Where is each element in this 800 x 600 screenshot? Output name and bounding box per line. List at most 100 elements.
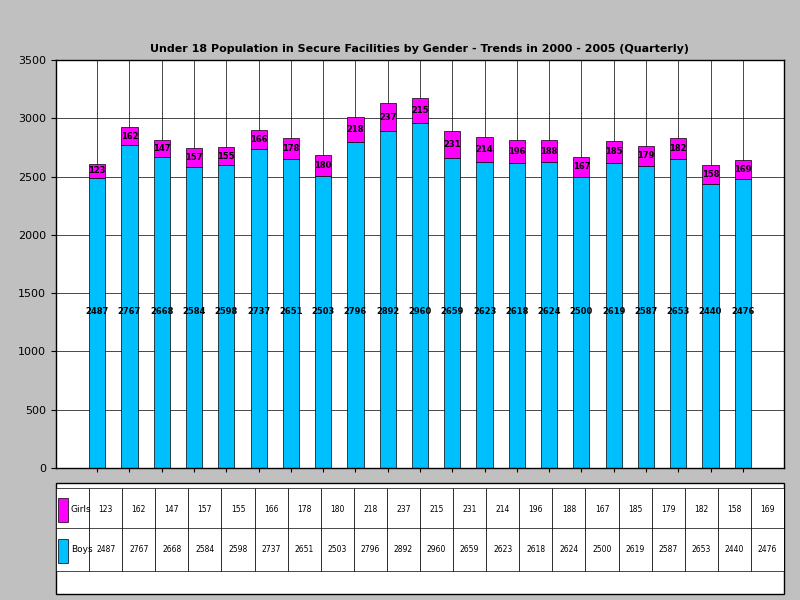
Bar: [574, 176, 590, 468]
FancyBboxPatch shape: [155, 488, 188, 530]
FancyBboxPatch shape: [188, 529, 222, 571]
FancyBboxPatch shape: [387, 488, 420, 530]
Text: 2001: 2001: [247, 504, 270, 513]
Bar: [702, 165, 718, 184]
Bar: [315, 176, 331, 468]
Text: 2587: 2587: [658, 545, 678, 554]
Text: 155: 155: [218, 152, 235, 161]
Text: 2002: 2002: [376, 504, 399, 513]
Text: Apr: Apr: [606, 487, 622, 496]
Text: 185: 185: [628, 505, 642, 514]
FancyBboxPatch shape: [321, 488, 354, 530]
Text: 2653: 2653: [666, 307, 690, 316]
Text: July: July: [638, 487, 654, 496]
Text: 157: 157: [198, 505, 212, 514]
Text: 2767: 2767: [118, 307, 141, 316]
Text: Apr: Apr: [218, 487, 234, 496]
Text: 166: 166: [264, 505, 278, 514]
Text: 2623: 2623: [473, 307, 496, 316]
Text: 2737: 2737: [247, 307, 270, 316]
Bar: [606, 163, 622, 468]
Text: 2503: 2503: [327, 545, 347, 554]
Bar: [412, 123, 428, 468]
FancyBboxPatch shape: [321, 529, 354, 571]
Text: Jan: Jan: [446, 487, 459, 496]
Text: 2000: 2000: [118, 504, 141, 513]
FancyBboxPatch shape: [552, 529, 586, 571]
Text: 2440: 2440: [699, 307, 722, 316]
FancyBboxPatch shape: [420, 488, 453, 530]
Text: 147: 147: [165, 505, 179, 514]
Text: 2587: 2587: [634, 307, 658, 316]
Text: 179: 179: [638, 151, 654, 160]
Text: 188: 188: [562, 505, 576, 514]
Text: Oct: Oct: [670, 487, 686, 496]
Text: 2668: 2668: [150, 307, 174, 316]
Text: 2005: 2005: [731, 504, 754, 513]
Text: 2001: 2001: [182, 504, 206, 513]
Text: 2500: 2500: [592, 545, 612, 554]
FancyBboxPatch shape: [354, 488, 387, 530]
FancyBboxPatch shape: [453, 529, 486, 571]
Text: 2001: 2001: [279, 504, 302, 513]
FancyBboxPatch shape: [718, 529, 751, 571]
Text: Boys: Boys: [71, 545, 93, 554]
Text: 2584: 2584: [195, 545, 214, 554]
FancyBboxPatch shape: [420, 529, 453, 571]
Text: Oct: Oct: [154, 487, 170, 496]
Text: 162: 162: [131, 505, 146, 514]
Bar: [250, 130, 266, 149]
Bar: [186, 167, 202, 468]
Text: 2500: 2500: [570, 307, 593, 316]
Text: 185: 185: [605, 148, 622, 157]
Text: 2624: 2624: [538, 307, 561, 316]
FancyBboxPatch shape: [652, 529, 685, 571]
Text: 167: 167: [594, 505, 610, 514]
FancyBboxPatch shape: [486, 488, 519, 530]
Text: 180: 180: [314, 161, 332, 170]
FancyBboxPatch shape: [56, 483, 784, 594]
FancyBboxPatch shape: [58, 539, 67, 563]
Text: 2004: 2004: [602, 504, 625, 513]
FancyBboxPatch shape: [586, 488, 618, 530]
Text: 2960: 2960: [427, 545, 446, 554]
FancyBboxPatch shape: [89, 488, 122, 530]
Text: 2002: 2002: [344, 504, 367, 513]
Text: 2003: 2003: [506, 504, 528, 513]
Bar: [347, 116, 363, 142]
Bar: [477, 162, 493, 468]
FancyBboxPatch shape: [288, 488, 321, 530]
Text: 155: 155: [230, 505, 246, 514]
Text: 166: 166: [250, 135, 267, 144]
FancyBboxPatch shape: [288, 529, 321, 571]
Text: 214: 214: [495, 505, 510, 514]
FancyBboxPatch shape: [652, 488, 685, 530]
Text: Jul: Jul: [124, 487, 135, 496]
Bar: [509, 163, 525, 468]
FancyBboxPatch shape: [254, 529, 288, 571]
Bar: [122, 127, 138, 145]
FancyBboxPatch shape: [618, 529, 652, 571]
Text: 2476: 2476: [731, 307, 754, 316]
FancyBboxPatch shape: [486, 529, 519, 571]
Text: Oct: Oct: [412, 487, 428, 496]
Text: 180: 180: [330, 505, 345, 514]
Text: 178: 178: [297, 505, 311, 514]
Text: 2618: 2618: [526, 545, 546, 554]
Text: 2503: 2503: [311, 307, 334, 316]
Text: 158: 158: [702, 170, 719, 179]
FancyBboxPatch shape: [586, 529, 618, 571]
Text: 237: 237: [396, 505, 410, 514]
Bar: [380, 131, 396, 468]
Text: Oct: Oct: [542, 487, 557, 496]
Bar: [89, 164, 106, 178]
Bar: [282, 138, 299, 159]
Text: 2003: 2003: [473, 504, 496, 513]
FancyBboxPatch shape: [552, 488, 586, 530]
Text: 196: 196: [508, 147, 526, 156]
Text: 2004: 2004: [634, 504, 658, 513]
Bar: [638, 166, 654, 468]
Text: 169: 169: [760, 505, 774, 514]
Text: 2598: 2598: [228, 545, 248, 554]
Bar: [315, 155, 331, 176]
